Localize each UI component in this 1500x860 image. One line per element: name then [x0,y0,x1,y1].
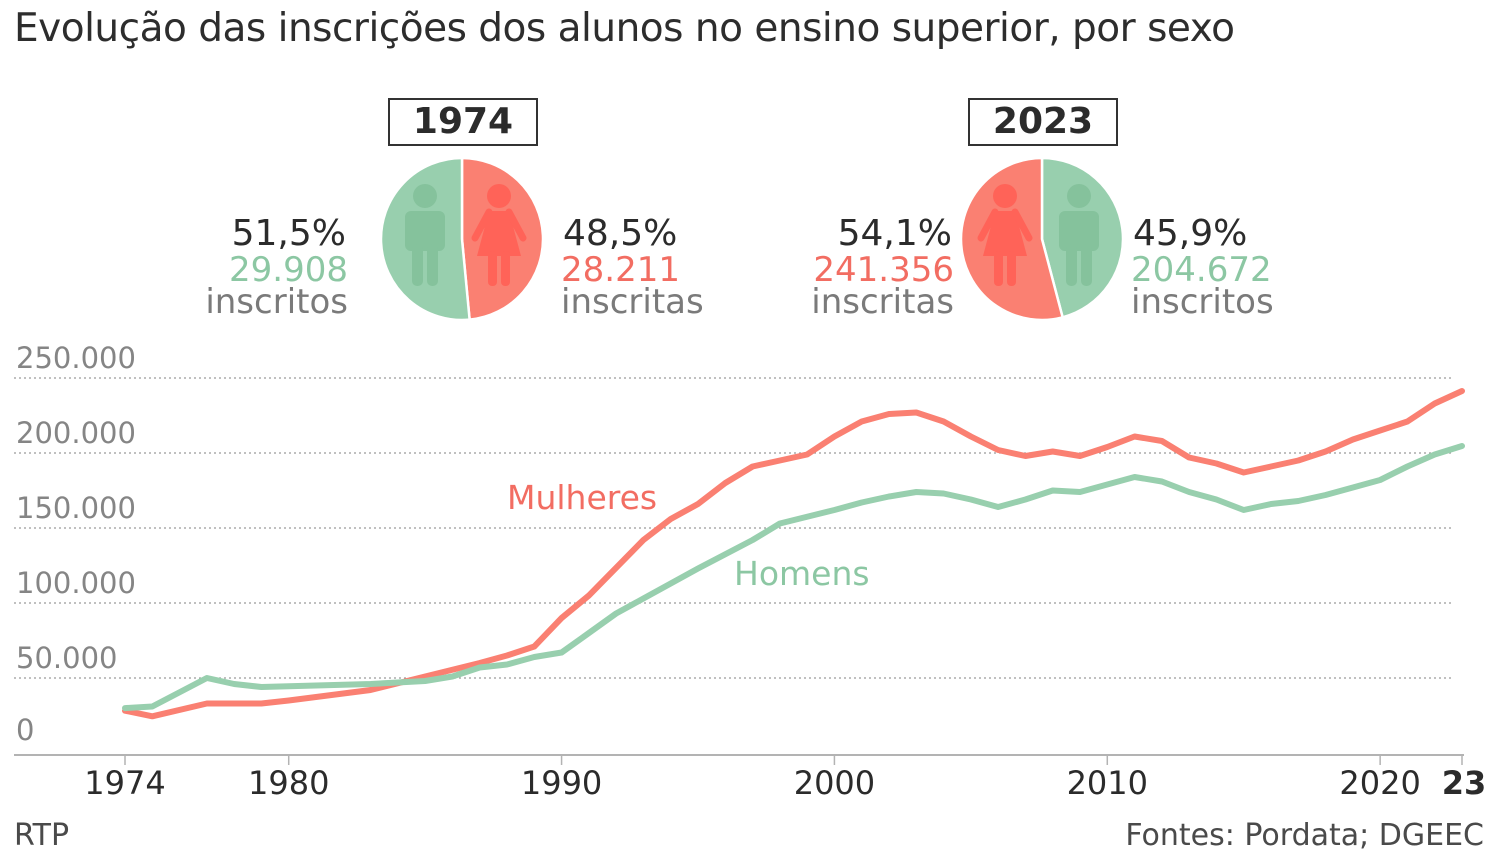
label-men-1974: inscritos [205,282,348,322]
woman-dress [477,211,521,256]
woman-arm [505,208,527,242]
man-leg [1081,244,1092,286]
man-leg [1066,244,1077,286]
count-women-1974: 28.211 [561,250,680,290]
man-leg [427,244,438,286]
y-tick-label: 50.000 [16,641,118,675]
man-torso [405,211,445,251]
x-tick-label: 2010 [1066,764,1148,802]
x-tick-label: 23 [1441,764,1487,802]
series-label-women: Mulheres [507,478,658,517]
x-tick-label: 1974 [84,764,166,802]
woman-head [487,184,511,208]
pie-1974 [379,156,545,322]
label-women-2023: inscritas [811,282,954,322]
series-lines [122,388,1465,720]
gridlines [14,377,1452,679]
series-line-men [122,443,1465,712]
x-tick-label: 1990 [520,764,603,802]
woman-dress [983,211,1027,256]
x-tick-label: 2020 [1339,764,1421,802]
x-axis [14,754,1464,765]
chart-title: Evolução das inscrições dos alunos no en… [14,6,1235,51]
label-men-2023: inscritos [1131,282,1274,322]
x-tick-label: 1980 [247,764,330,802]
pct-women-2023: 54,1% [837,213,952,254]
woman-arm [1011,208,1033,242]
count-women-2023: 241.356 [813,250,954,290]
pct-men-2023: 45,9% [1133,213,1248,254]
woman-head [993,184,1017,208]
man-head [413,184,437,208]
pct-men-1974: 51,5% [231,213,346,254]
woman-leg [488,251,497,286]
woman-arm [471,208,493,242]
woman-leg [994,251,1003,286]
count-men-2023: 204.672 [1131,250,1272,290]
y-tick-label: 150.000 [16,491,136,525]
series-label-men: Homens [734,554,870,593]
man-head [1067,184,1091,208]
man-leg [412,244,423,286]
y-tick-label: 100.000 [16,566,136,600]
woman-leg [501,251,510,286]
y-tick-label: 0 [16,713,35,747]
pct-women-1974: 48,5% [563,213,678,254]
series-line-women [122,388,1465,720]
source-left: RTP [14,818,70,853]
year-box-2023: 2023 [968,98,1118,146]
y-tick-label: 250.000 [16,341,136,375]
year-box-1974: 1974 [388,98,538,146]
label-women-1974: inscritas [561,282,704,322]
count-men-1974: 29.908 [229,250,348,290]
x-tick-label: 2000 [793,764,876,802]
y-tick-label: 200.000 [16,416,136,450]
woman-leg [1007,251,1016,286]
pie-2023 [959,156,1125,322]
pie-charts [379,156,1125,322]
woman-arm [977,208,999,242]
source-right: Fontes: Pordata; DGEEC [1125,818,1484,853]
man-torso [1059,211,1099,251]
